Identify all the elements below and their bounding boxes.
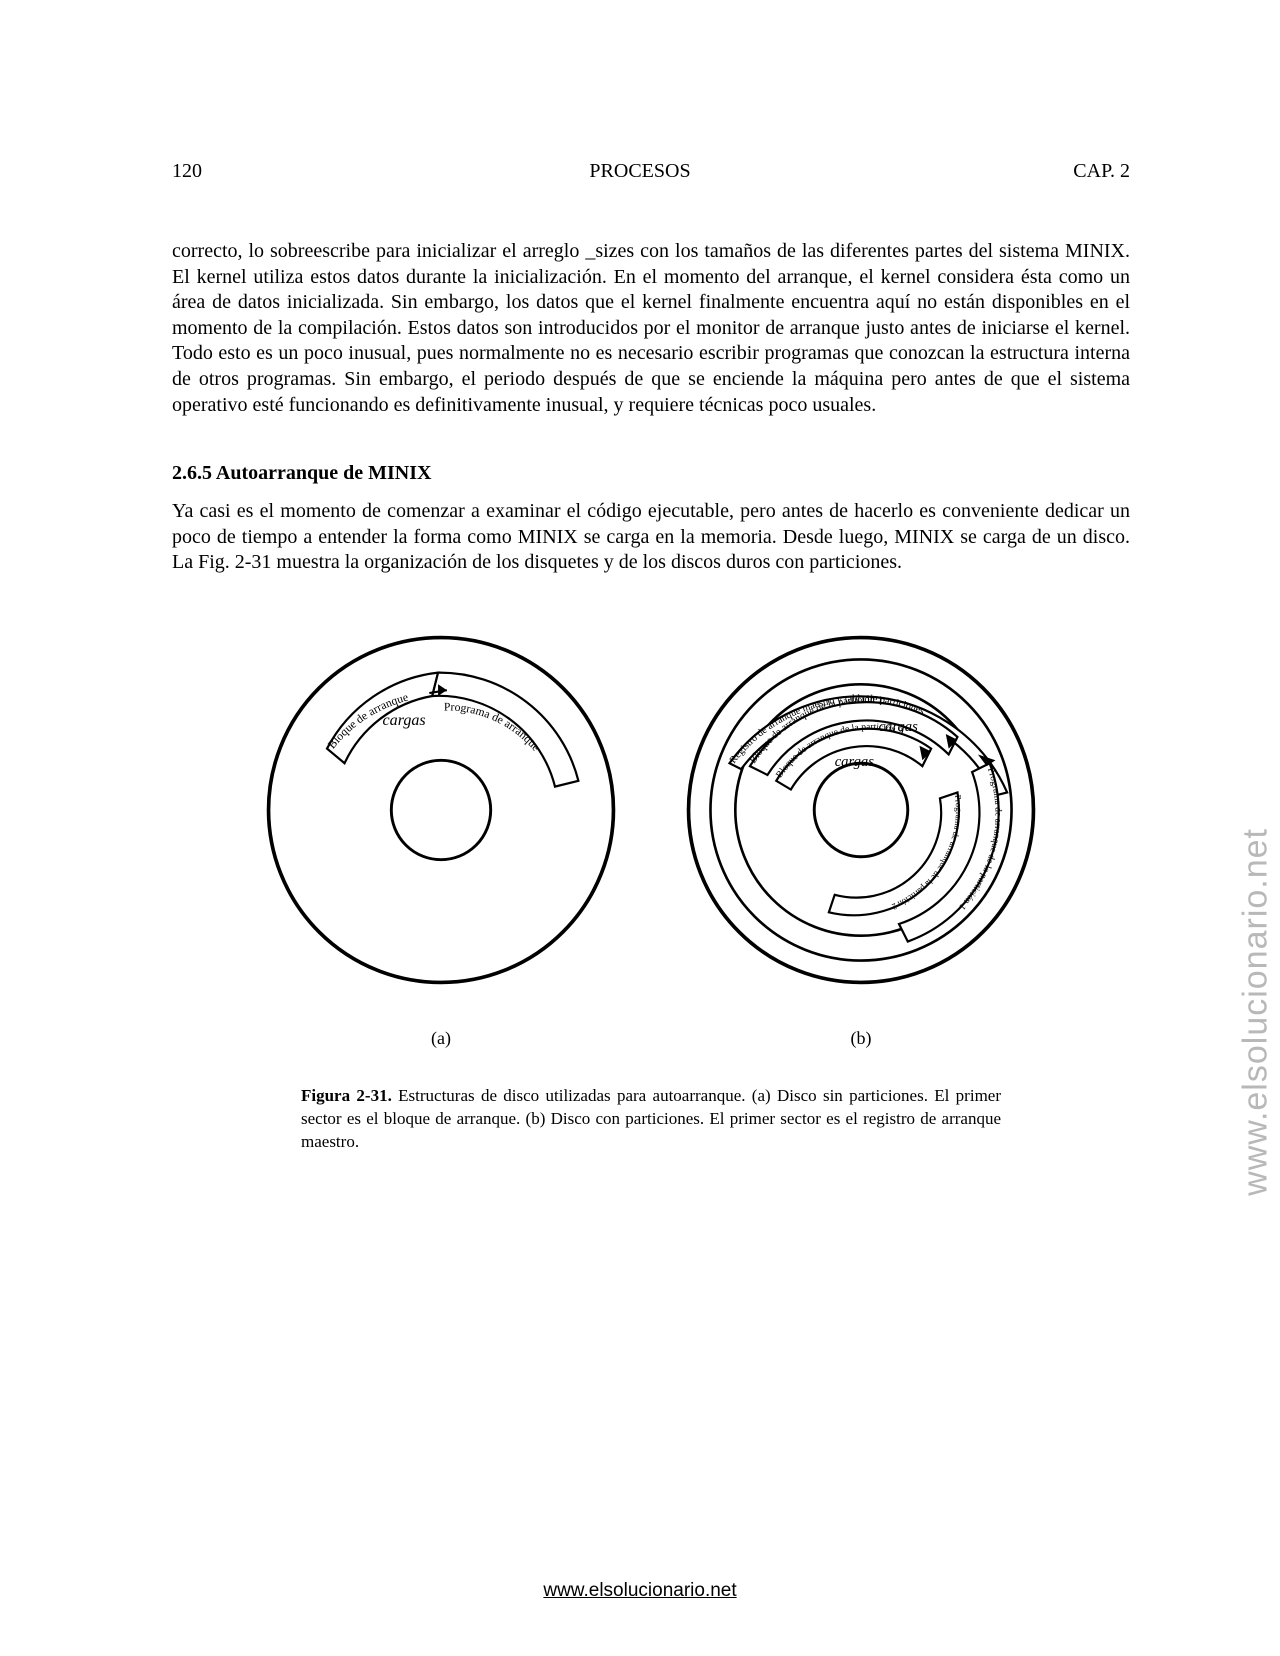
figure-caption: Figura 2-31. Estructuras de disco utiliz… <box>301 1085 1001 1154</box>
header-title: PROCESOS <box>589 160 690 183</box>
disk-a-container: Bloque de arranque Programa de arranque … <box>251 620 631 1049</box>
caption-text: Estructuras de disco utilizadas para aut… <box>301 1086 1001 1151</box>
disk-a-sublabel: (a) <box>431 1028 451 1049</box>
disk-b-svg: Registro de arranque maestro y tabla de … <box>671 620 1051 1000</box>
page-number: 120 <box>172 160 202 183</box>
caption-bold: Figura 2-31. <box>301 1086 392 1105</box>
footer-link[interactable]: www.elsolucionario.net <box>543 1580 736 1602</box>
paragraph-2: Ya casi es el momento de comenzar a exam… <box>172 499 1130 576</box>
paragraph-1: correcto, lo sobreescribe para inicializ… <box>172 239 1130 418</box>
disk-a-cargas: cargas <box>383 712 426 729</box>
disk-a-svg: Bloque de arranque Programa de arranque … <box>251 620 631 1000</box>
figure-2-31: Bloque de arranque Programa de arranque … <box>172 620 1130 1049</box>
disk-b-cargas1: cargas <box>879 719 919 735</box>
page-header: 120 PROCESOS CAP. 2 <box>172 160 1130 183</box>
disk-b-sublabel: (b) <box>851 1028 872 1049</box>
disk-b-container: Registro de arranque maestro y tabla de … <box>671 620 1051 1049</box>
disk-b-cargas2: cargas <box>835 754 875 770</box>
section-heading: 2.6.5 Autoarranque de MINIX <box>172 462 1130 485</box>
watermark-side: www.elsolucionario.net <box>1237 828 1276 1196</box>
chapter-label: CAP. 2 <box>1073 160 1130 183</box>
